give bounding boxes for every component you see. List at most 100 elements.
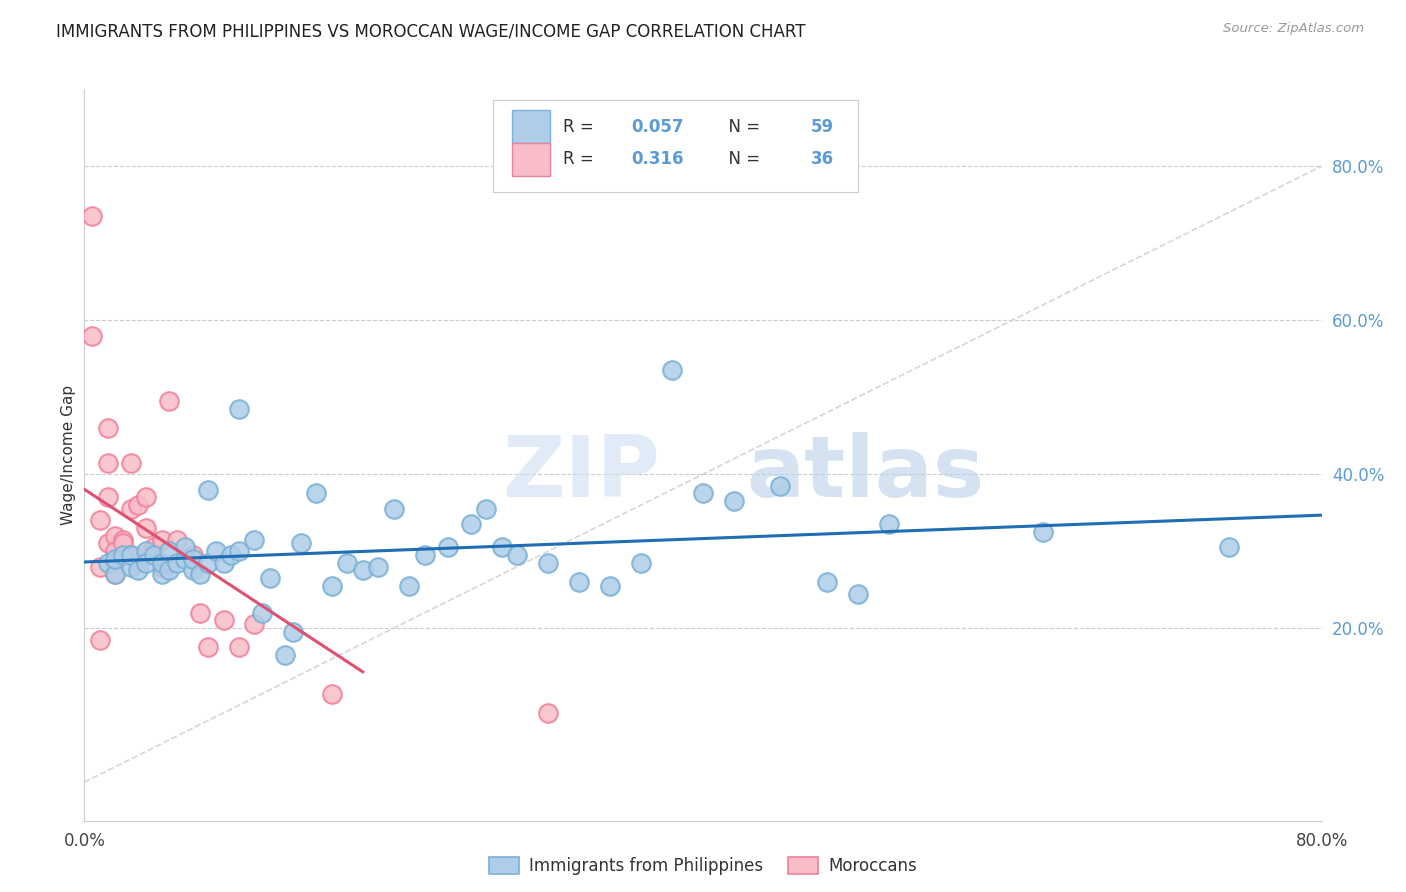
Point (197, 556, 219, 570)
Point (104, 552, 127, 566)
Point (166, 533, 188, 547)
Point (135, 544, 157, 558)
Point (159, 544, 181, 558)
Legend: Immigrants from Philippines, Moroccans: Immigrants from Philippines, Moroccans (482, 850, 924, 882)
Point (1032, 524, 1054, 539)
Text: 0.057: 0.057 (631, 118, 683, 136)
Point (398, 579, 420, 593)
Point (259, 571, 281, 585)
Point (135, 548, 157, 562)
Point (135, 490, 157, 504)
Point (112, 533, 135, 547)
Text: ZIP: ZIP (502, 432, 659, 515)
Point (537, 556, 560, 570)
Point (143, 548, 166, 562)
Point (382, 501, 405, 516)
Point (174, 541, 197, 555)
Point (150, 559, 173, 574)
Point (321, 687, 343, 701)
Point (89, 559, 111, 574)
FancyBboxPatch shape (492, 100, 858, 192)
Point (352, 563, 374, 577)
Point (181, 548, 204, 562)
Point (197, 483, 219, 497)
Point (283, 625, 305, 640)
Point (104, 556, 127, 570)
Point (120, 559, 142, 574)
Point (305, 486, 328, 500)
Point (97, 556, 120, 570)
Point (159, 394, 181, 409)
Text: IMMIGRANTS FROM PHILIPPINES VS MOROCCAN WAGE/INCOME GAP CORRELATION CHART: IMMIGRANTS FROM PHILIPPINES VS MOROCCAN … (56, 22, 806, 40)
Point (104, 567, 127, 582)
Point (723, 494, 745, 508)
Text: atlas: atlas (747, 432, 984, 515)
Point (120, 548, 142, 562)
Point (815, 574, 838, 589)
Point (212, 614, 235, 628)
Point (150, 556, 173, 570)
Point (630, 556, 652, 570)
Point (150, 567, 173, 582)
Point (120, 456, 142, 470)
Point (159, 563, 181, 577)
Point (661, 363, 683, 377)
Point (89, 632, 111, 647)
Point (212, 556, 235, 570)
Text: 36: 36 (811, 151, 834, 169)
Point (197, 640, 219, 655)
Point (769, 479, 792, 493)
Point (221, 548, 243, 562)
Point (150, 533, 173, 547)
Point (228, 401, 250, 416)
Point (243, 617, 266, 632)
Text: R =: R = (564, 151, 599, 169)
Point (228, 640, 250, 655)
Point (243, 533, 266, 547)
Point (367, 559, 389, 574)
Point (181, 563, 204, 577)
Point (252, 606, 274, 620)
Point (143, 541, 166, 555)
Point (128, 563, 150, 577)
Point (135, 556, 157, 570)
Point (104, 567, 127, 582)
Point (568, 574, 591, 589)
Point (112, 536, 135, 550)
Point (135, 521, 157, 535)
Point (336, 556, 359, 570)
Point (274, 648, 297, 662)
Text: R =: R = (564, 118, 599, 136)
Point (475, 501, 498, 516)
Point (437, 541, 460, 555)
Point (120, 548, 142, 562)
Point (506, 548, 529, 562)
Point (97, 536, 120, 550)
FancyBboxPatch shape (512, 144, 550, 176)
Point (181, 552, 204, 566)
Point (460, 517, 482, 532)
Text: Source: ZipAtlas.com: Source: ZipAtlas.com (1223, 22, 1364, 36)
Text: 0.316: 0.316 (631, 151, 683, 169)
Point (89, 513, 111, 527)
Point (188, 567, 212, 582)
Point (537, 706, 560, 720)
Point (491, 541, 513, 555)
Point (321, 579, 343, 593)
Text: N =: N = (718, 118, 765, 136)
Point (128, 498, 150, 512)
Point (104, 544, 127, 558)
Y-axis label: Wage/Income Gap: Wage/Income Gap (60, 384, 76, 525)
Point (82, 209, 104, 223)
Point (97, 490, 120, 504)
Point (846, 586, 869, 600)
Point (877, 517, 900, 532)
Point (188, 606, 212, 620)
Point (228, 544, 250, 558)
Point (97, 421, 120, 435)
Point (112, 548, 135, 562)
Text: 59: 59 (811, 118, 834, 136)
Text: N =: N = (718, 151, 765, 169)
Point (166, 556, 188, 570)
Point (205, 544, 228, 558)
